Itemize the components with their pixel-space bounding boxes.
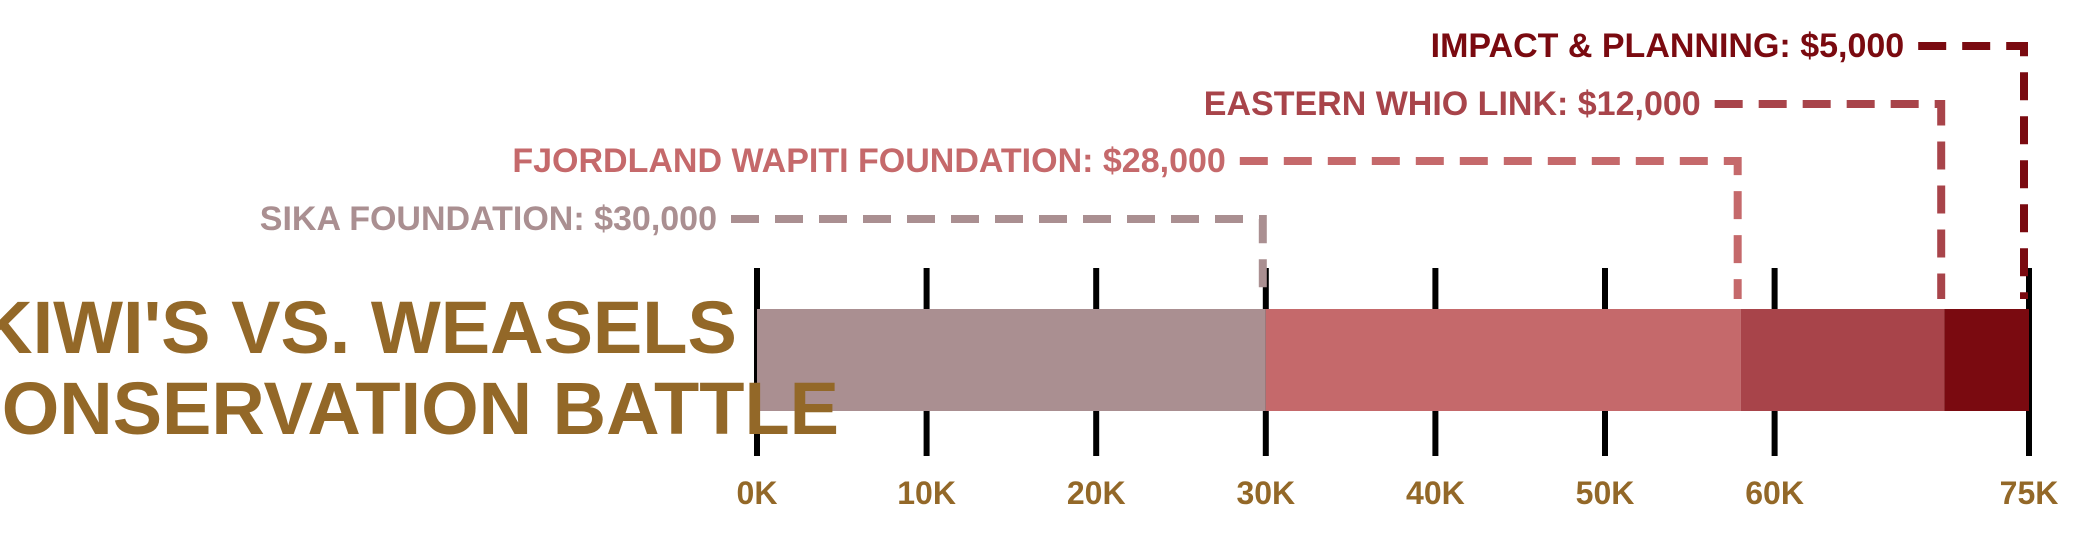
tick-label-7: 75K [2000,475,2059,511]
connector-0 [731,215,1267,299]
segment-label-1: FJORDLAND WAPITI FOUNDATION: $28,000 [512,142,1225,180]
segment-label-0: SIKA FOUNDATION: $30,000 [260,200,717,238]
tick-label-4: 40K [1406,475,1465,511]
stacked-bar [757,309,2029,411]
chart-title: KIWI'S VS. WEASELS A CONSERVATION BATTLE [0,286,839,450]
segment-labels: SIKA FOUNDATION: $30,000 FJORDLAND WAPITI… [260,27,1904,238]
connector-3 [1918,42,2028,299]
segment-label-2: EASTERN WHIO LINK: $12,000 [1204,85,1701,123]
axis-tick-labels: 0K 10K 20K 30K 40K 50K 60K 75K [737,475,2059,511]
bar-segment-2 [1740,309,1945,411]
title-line-1: KIWI'S VS. WEASELS [0,286,737,369]
tick-label-1: 10K [897,475,956,511]
connector-2 [1714,100,1946,299]
title-line-2: A CONSERVATION BATTLE [0,367,839,450]
tick-label-0: 0K [737,475,778,511]
tick-label-3: 30K [1236,475,1295,511]
tick-label-6: 60K [1745,475,1804,511]
label-connectors [731,42,2028,299]
tick-label-2: 20K [1067,475,1126,511]
bar-segment-0 [757,309,1266,411]
bar-segment-1 [1265,309,1741,411]
connector-1 [1239,157,1742,299]
bar-segment-3 [1944,309,2029,411]
segment-label-3: IMPACT & PLANNING: $5,000 [1431,27,1905,65]
tick-label-5: 50K [1576,475,1635,511]
